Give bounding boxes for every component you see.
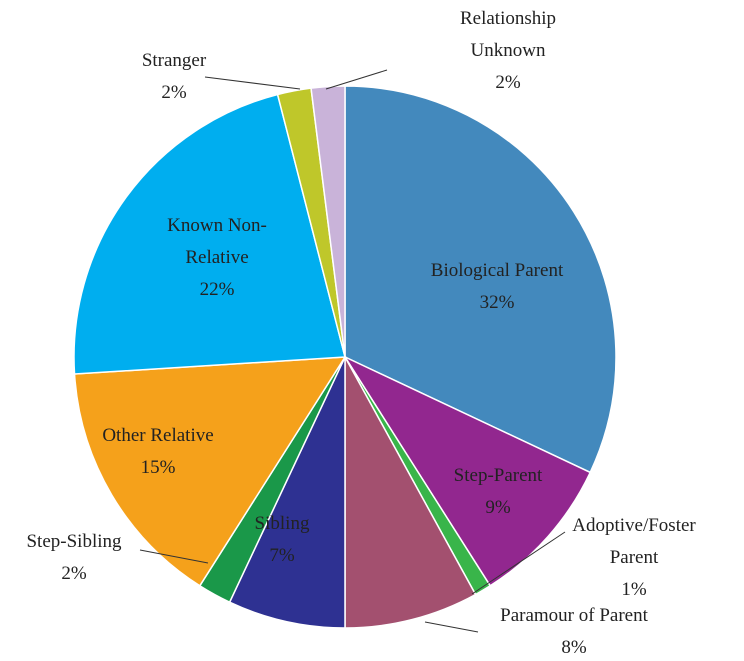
slice-label: Step-Parent 9%: [454, 460, 543, 524]
value-label: 2%: [495, 72, 521, 93]
value-label: 1%: [621, 579, 647, 600]
category-label: Adoptive/Foster Parent: [572, 515, 696, 568]
leader-line: [139, 549, 209, 564]
pie-slice: [73, 93, 346, 375]
value-label: 22%: [199, 279, 235, 300]
leader-line: [424, 621, 479, 633]
value-label: 7%: [269, 545, 295, 566]
category-label: Sibling: [254, 513, 310, 534]
leader-line: [471, 531, 566, 595]
category-label: Step-Parent: [453, 465, 543, 486]
category-label: Other Relative: [102, 425, 214, 446]
slice-label: Step-Sibling 2%: [26, 526, 121, 590]
pie-slice: [228, 356, 346, 629]
slice-label: Adoptive/Foster Parent 1%: [572, 510, 696, 606]
value-label: 32%: [479, 292, 515, 313]
slice-label: Relationship Unknown 2%: [460, 3, 556, 99]
pie-slice: [310, 85, 346, 358]
slice-label: Biological Parent 32%: [431, 255, 563, 319]
category-label: Biological Parent: [430, 260, 564, 281]
pie-slice: [344, 356, 477, 629]
slice-label: Paramour of Parent 8%: [500, 600, 648, 661]
value-label: 15%: [140, 457, 176, 478]
pie-slice: [344, 85, 617, 474]
leader-line: [325, 69, 388, 90]
value-label: 2%: [61, 563, 87, 584]
category-label: Relationship Unknown: [459, 8, 557, 61]
category-label: Paramour of Parent: [500, 605, 648, 626]
category-label: Step-Sibling: [26, 531, 122, 552]
pie-slice: [73, 356, 347, 587]
category-label: Stranger: [141, 50, 207, 71]
pie-slice: [342, 355, 592, 587]
value-label: 2%: [161, 82, 187, 103]
category-label: Known Non- Relative: [167, 215, 267, 268]
value-label: 8%: [561, 637, 587, 658]
value-label: 9%: [485, 497, 511, 518]
leader-line: [204, 76, 301, 90]
slice-label: Stranger 2%: [142, 45, 206, 109]
slice-label: Sibling 7%: [255, 508, 310, 572]
slice-label: Other Relative 15%: [102, 420, 213, 484]
slice-label: Known Non- Relative 22%: [167, 210, 267, 306]
